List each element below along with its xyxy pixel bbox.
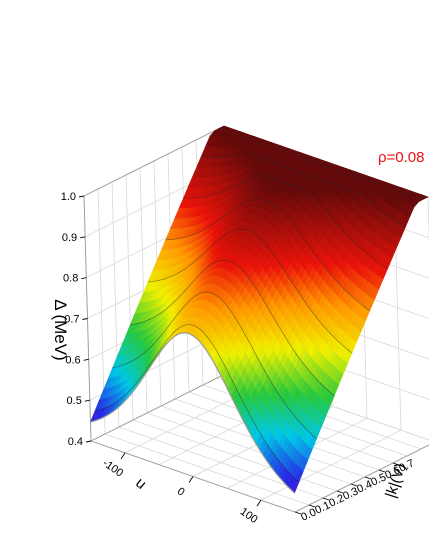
k-tick-label: 0.6	[383, 464, 402, 481]
surface-contour	[165, 199, 370, 312]
z-tick-label: 0.7	[64, 314, 79, 326]
surface-contour	[219, 127, 424, 200]
k-tick-label: 0.3	[341, 485, 360, 502]
k-tick-label: 0.0	[299, 506, 318, 523]
u-tick-label: 0	[175, 485, 187, 498]
u-axis-ticks: -100 0 100	[100, 452, 262, 526]
z-tick-mark	[81, 277, 87, 280]
z-tick-mark	[82, 318, 88, 320]
k-tick-label: 0.2	[327, 492, 346, 509]
surface-contour	[183, 173, 388, 270]
z-tick-mark	[78, 195, 85, 198]
z-tick-label: 0.9	[62, 232, 77, 244]
surface-contour	[94, 324, 300, 483]
k-tick-mark	[392, 462, 400, 466]
chart-surface	[89, 125, 429, 494]
z-tick-label: 0.5	[67, 395, 82, 407]
z-tick-mark	[80, 236, 86, 239]
z-tick-label: 0.4	[68, 436, 83, 448]
grid-line	[146, 412, 352, 485]
surface-contour	[130, 259, 335, 397]
annotation-rho: ρ=0.08	[378, 149, 425, 166]
k-tick-mark	[364, 476, 372, 480]
surface-contour	[201, 153, 406, 228]
k-tick-mark	[336, 490, 344, 494]
z-tick-mark	[83, 358, 89, 361]
k-tick-label: 0.1	[313, 499, 332, 516]
z-axis-label: Δ (MeV)	[51, 299, 70, 360]
z-tick-label: 1.0	[61, 191, 76, 203]
k-tick-mark	[322, 497, 330, 501]
k-tick-mark	[308, 504, 316, 508]
box-edge	[90, 370, 232, 442]
surface-contour	[112, 291, 317, 440]
surface-contour	[147, 229, 353, 354]
z-tick-mark	[84, 399, 90, 402]
k-tick-label: 0.4	[355, 478, 374, 495]
k-tick-label: 0.5	[369, 471, 388, 488]
z-axis-ticks: 0.4 0.5 0.6 0.7 0.8 0.9 1.0	[61, 191, 92, 448]
z-tick-label: 0.8	[63, 273, 78, 285]
k-axis-label: |k|(V)	[382, 461, 409, 500]
u-tick-label: 100	[238, 506, 260, 526]
u-tick-label: -100	[100, 457, 125, 479]
k-tick-label: 0.7	[397, 457, 416, 474]
k-tick-mark	[350, 483, 358, 487]
box-edge	[83, 125, 225, 197]
surface-front-edge	[90, 332, 295, 494]
z-tick-label: 0.6	[65, 354, 80, 366]
u-tick-mark	[256, 499, 262, 507]
u-axis-label: u	[132, 474, 149, 492]
k-tick-mark	[378, 469, 386, 473]
k-axis-ticks: 0.00.10.20.30.40.50.60.7	[294, 457, 416, 524]
u-tick-mark	[188, 476, 194, 483]
z-tick-mark	[85, 440, 92, 443]
k-tick-mark	[294, 511, 302, 515]
grid-line	[104, 433, 310, 506]
u-tick-mark	[120, 452, 126, 460]
grid-line	[132, 419, 338, 492]
